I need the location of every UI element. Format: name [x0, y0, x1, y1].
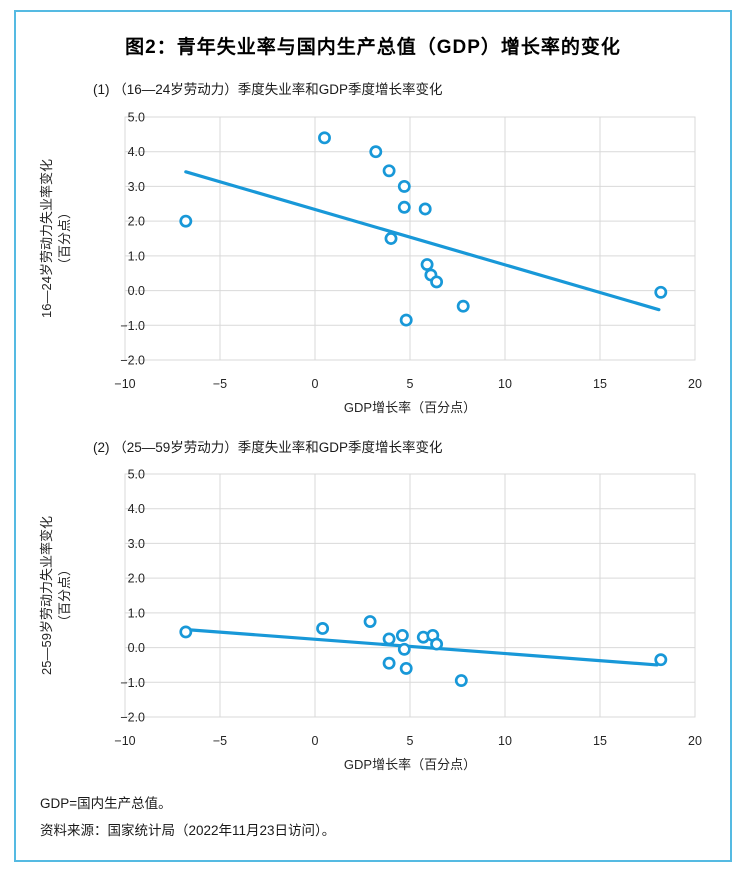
grid: [124, 473, 696, 718]
x-tick-label: 20: [688, 734, 702, 748]
y-tick-label: 4.0: [128, 502, 145, 516]
data-point: [397, 200, 411, 214]
x-tick-label: 20: [688, 377, 702, 391]
figure-title: 图2：青年失业率与国内生产总值（GDP）增长率的变化: [125, 37, 621, 58]
data-point: [430, 275, 444, 289]
y-tick-label: 5.0: [128, 468, 145, 482]
x-tick-label: 0: [312, 734, 319, 748]
y-tick-label: −1.0: [120, 676, 145, 690]
data-point: [654, 653, 668, 667]
data-point: [395, 628, 409, 642]
trend-line: [183, 627, 659, 667]
scatter-chart-16-24: −10 −5 0 5 10 15 20 5.0 4.0 3.0 2.0 1.0 0.0 −1.0 −2.0 G…: [39, 111, 702, 416]
y-tick-label: 4.0: [128, 145, 145, 159]
plot-border: [124, 116, 696, 361]
y-tick-label: 3.0: [128, 180, 145, 194]
data-point: [399, 313, 413, 327]
x-tick-label: −10: [114, 377, 135, 391]
y-tick-label: 3.0: [128, 537, 145, 551]
data-point: [179, 214, 193, 228]
data-point: [399, 661, 413, 675]
x-tick-label: 5: [407, 377, 414, 391]
data-points: [179, 131, 668, 327]
data-point: [420, 258, 434, 271]
footnote-gdp-definition: GDP=国内生产总值。: [40, 796, 172, 811]
panel1-subtitle: (1) （16—24岁劳动力）季度失业率和GDP季度增长率变化: [93, 82, 443, 97]
data-point: [456, 299, 470, 313]
data-point: [397, 179, 411, 193]
y-tick-label: −2.0: [120, 711, 145, 725]
data-point: [179, 625, 193, 639]
data-point: [363, 615, 377, 628]
y-tick-label: 0.0: [128, 641, 145, 655]
y-tick-label: 1.0: [128, 249, 145, 263]
x-tick-label: −5: [213, 734, 227, 748]
data-point: [316, 622, 330, 635]
data-point: [318, 131, 331, 145]
figure-frame: 图2：青年失业率与国内生产总值（GDP）增长率的变化 (1) （16—24岁劳动…: [14, 10, 732, 862]
trend-line: [184, 170, 661, 312]
data-point: [454, 674, 468, 687]
data-point: [382, 632, 396, 646]
data-point: [382, 656, 396, 670]
y-axis-title-line1: 25—59岁劳动力失业率变化: [39, 516, 54, 675]
data-point: [397, 642, 411, 656]
data-point: [384, 232, 398, 245]
panel2-subtitle: (2) （25—59岁劳动力）季度失业率和GDP季度增长率变化: [93, 440, 443, 455]
y-axis-title-line2: （百分点）: [57, 206, 72, 271]
x-tick-label: 10: [498, 734, 512, 748]
footnote-source: 资料来源：国家统计局（2022年11月23日访问）。: [40, 823, 336, 838]
y-axis-title-line1: 16—24岁劳动力失业率变化: [39, 159, 54, 318]
x-axis-title: GDP增长率（百分点）: [344, 400, 476, 415]
y-tick-label: 1.0: [128, 606, 145, 620]
data-point: [654, 285, 668, 299]
x-tick-label: 0: [312, 377, 319, 391]
data-points: [179, 615, 668, 687]
y-tick-label: −2.0: [120, 354, 145, 368]
x-tick-label: 5: [407, 734, 414, 748]
x-tick-label: 15: [593, 377, 607, 391]
y-tick-label: 5.0: [128, 111, 145, 125]
x-tick-label: 15: [593, 734, 607, 748]
y-tick-label: 2.0: [128, 572, 145, 586]
x-tick-label: −5: [213, 377, 227, 391]
data-point: [382, 164, 396, 178]
y-tick-label: −1.0: [120, 319, 145, 333]
x-axis-title: GDP增长率（百分点）: [344, 757, 476, 772]
data-point: [369, 145, 383, 159]
x-tick-label: −10: [114, 734, 135, 748]
data-point: [418, 202, 432, 216]
y-axis-title-line2: （百分点）: [57, 563, 72, 628]
x-tick-label: 10: [498, 377, 512, 391]
y-tick-label: 0.0: [128, 284, 145, 298]
data-point: [430, 637, 444, 651]
plot-border: [124, 473, 696, 718]
scatter-chart-25-59: −10 −5 0 5 10 15 20 5.0 4.0 3.0 2.0 1.0 0.0 −1.0 −2.0 G…: [39, 468, 702, 773]
y-tick-label: 2.0: [128, 215, 145, 229]
